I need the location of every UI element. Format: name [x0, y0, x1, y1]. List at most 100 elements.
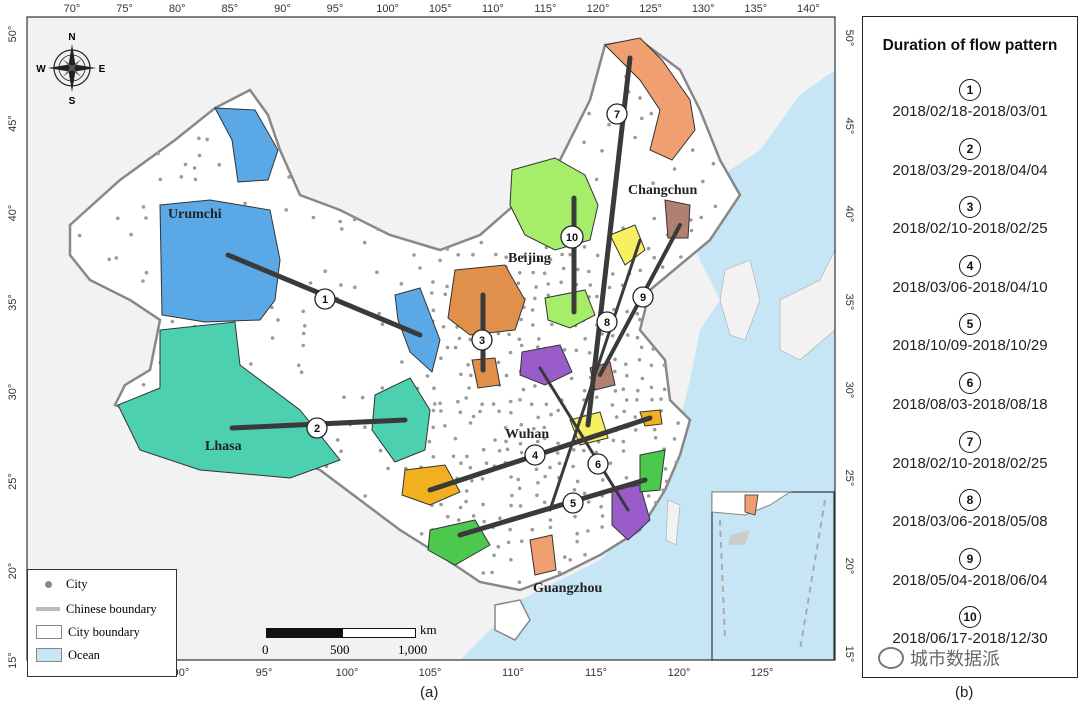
top-tick-2: 80° — [169, 3, 186, 15]
left-tick-0: 50° — [7, 26, 19, 43]
svg-text:W: W — [36, 64, 46, 75]
region-xian — [447, 264, 526, 336]
city-point — [432, 386, 436, 391]
city-point — [458, 505, 463, 510]
bottom-tick-2: 95° — [256, 667, 273, 679]
right-tick-1: 45° — [843, 118, 855, 135]
city-point — [270, 336, 275, 340]
city-point — [380, 386, 385, 390]
city-point — [555, 451, 560, 455]
wechat-icon — [878, 647, 904, 669]
city-point — [574, 348, 579, 353]
svg-text:E: E — [99, 64, 106, 75]
flow-markers: 1 2 3 4 5 6 7 8 9 10 — [306, 103, 654, 514]
city-point — [610, 403, 615, 407]
city-point — [613, 369, 617, 374]
city-point — [183, 162, 188, 167]
city-point — [144, 216, 148, 220]
city-point — [311, 215, 316, 220]
city-point — [548, 257, 553, 262]
legend-chinese-boundary: Chinese boundary — [36, 601, 157, 617]
city-point — [595, 253, 600, 258]
city-point — [517, 337, 522, 342]
city-point — [562, 348, 567, 352]
city-point — [179, 175, 184, 179]
duration-item-range: 2018/02/10-2018/02/25 — [892, 220, 1048, 238]
city-point — [508, 350, 513, 355]
city-label-wuhan: Wuhan — [505, 427, 549, 442]
city-point — [496, 544, 501, 549]
city-point — [662, 387, 667, 392]
city-point — [493, 438, 497, 442]
left-tick-3: 35° — [7, 294, 19, 311]
city-point — [535, 493, 539, 498]
city-point — [323, 269, 328, 274]
svg-text:N: N — [68, 32, 75, 43]
city-point — [456, 253, 461, 257]
left-tick-5: 25° — [7, 473, 19, 490]
city-point — [144, 270, 149, 275]
duration-item-1: 1 2018/02/18-2018/03/01 — [863, 79, 1077, 120]
city-point — [689, 218, 693, 222]
city-point — [600, 525, 604, 529]
city-point — [363, 425, 367, 430]
city-point — [375, 270, 379, 275]
city-point — [471, 414, 476, 419]
duration-item-7: 7 2018/02/10-2018/02/25 — [863, 430, 1077, 472]
city-point — [532, 426, 536, 431]
city-point — [582, 491, 587, 496]
city-point — [587, 111, 591, 116]
right-tick-0: 50° — [843, 30, 855, 47]
city-point — [249, 362, 253, 366]
city-point — [197, 153, 202, 158]
city-point — [533, 384, 537, 388]
city-point — [587, 269, 591, 274]
city-point — [519, 317, 523, 322]
city-point — [559, 280, 563, 285]
hainan-island — [494, 599, 531, 641]
city-point — [575, 267, 580, 272]
city-point — [497, 449, 502, 453]
city-point — [534, 467, 539, 472]
city-point — [158, 177, 163, 182]
city-point — [536, 415, 540, 420]
scale-unit: km — [420, 622, 437, 637]
city-point — [621, 449, 626, 453]
left-tick-7: 15° — [7, 652, 19, 669]
city-point — [431, 280, 435, 284]
city-point — [518, 398, 522, 402]
taiwan-land — [665, 499, 681, 546]
city-point — [575, 531, 579, 536]
city-point — [353, 285, 357, 290]
left-latitude-ticks: 50° 45° 40° 35° 30° 25° 20° 15° — [7, 26, 19, 669]
city-point — [679, 255, 683, 259]
city-point — [614, 415, 619, 419]
city-point — [468, 421, 473, 425]
city-point — [443, 292, 448, 297]
city-point — [297, 363, 301, 368]
city-point — [548, 518, 553, 522]
right-tick-6: 20° — [843, 558, 855, 575]
city-point — [431, 455, 436, 459]
city-point — [624, 476, 629, 480]
duration-item-number: 1 — [959, 79, 981, 101]
city-point — [496, 331, 501, 336]
city-point — [582, 245, 587, 249]
city-point — [638, 268, 643, 273]
right-tick-7: 15° — [843, 646, 855, 663]
city-point — [378, 448, 383, 453]
duration-item-9: 9 2018/05/04-2018/06/04 — [863, 547, 1077, 589]
city-point — [129, 232, 133, 237]
korea-land — [719, 259, 761, 341]
duration-item-number: 8 — [959, 489, 981, 512]
bottom-tick-5: 110° — [502, 667, 524, 679]
duration-item-range: 2018/10/09-2018/10/29 — [892, 337, 1048, 355]
city-point — [548, 525, 553, 530]
city-point — [659, 397, 663, 401]
city-point — [479, 240, 484, 245]
city-point — [480, 402, 484, 407]
duration-item-number: 4 — [959, 254, 981, 277]
bottom-tick-7: 120° — [668, 667, 691, 679]
city-point — [508, 399, 513, 404]
city-point — [77, 233, 82, 238]
